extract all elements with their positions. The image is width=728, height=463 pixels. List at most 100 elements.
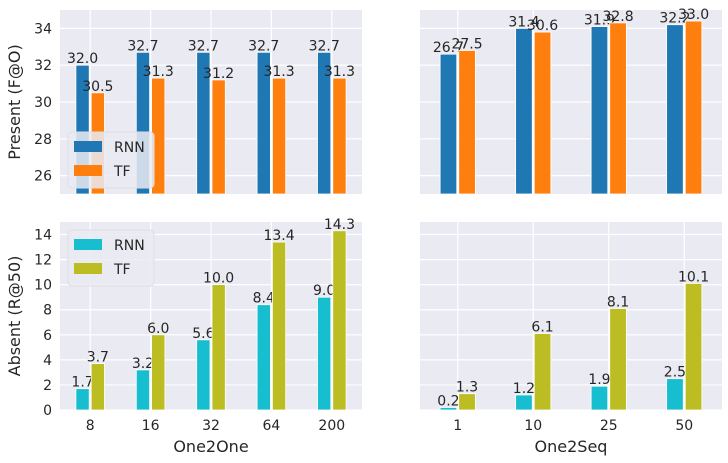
- bar-tf: [211, 284, 226, 411]
- y-tick-label: 14: [34, 228, 52, 244]
- y-tick-label: 4: [43, 353, 52, 369]
- x-axis-label: One2Seq: [535, 437, 608, 456]
- data-label: 27.5: [451, 36, 482, 52]
- bar-tf: [684, 20, 703, 195]
- data-label: 5.6: [192, 326, 214, 342]
- data-label: 32.7: [309, 38, 340, 54]
- bar-tf: [533, 333, 552, 411]
- data-label: 3.7: [87, 350, 109, 366]
- bar-rnn: [317, 296, 332, 411]
- x-tick-label: 16: [142, 418, 160, 434]
- legend-entry: RNN: [114, 238, 145, 254]
- data-label: 32.2: [659, 11, 690, 27]
- bar-rnn: [196, 339, 211, 411]
- data-label: 32.0: [67, 51, 98, 67]
- bar-tf: [90, 363, 105, 411]
- data-label: 10.0: [203, 271, 234, 287]
- data-label: 9.0: [313, 283, 335, 299]
- bar-rnn: [590, 385, 609, 411]
- y-tick-label: 28: [34, 132, 52, 148]
- data-label: 3.2: [132, 356, 154, 372]
- x-tick-label: 200: [318, 418, 345, 434]
- data-label: 32.7: [248, 38, 279, 54]
- bar-tf: [332, 77, 347, 195]
- x-tick-label: 10: [524, 418, 542, 434]
- data-label: 10.1: [678, 269, 709, 285]
- y-tick-label: 12: [34, 253, 52, 269]
- data-label: 8.1: [607, 294, 629, 310]
- data-label: 31.4: [508, 14, 539, 30]
- bar-rnn: [590, 26, 609, 195]
- x-tick-label: 32: [202, 418, 220, 434]
- y-tick-label: 26: [34, 169, 52, 185]
- bar-rnn: [75, 388, 90, 411]
- bar-tf: [151, 334, 166, 411]
- bar-rnn: [317, 51, 332, 195]
- bar-tf: [609, 22, 627, 195]
- data-label: 30.6: [527, 18, 558, 34]
- bar-tf: [533, 31, 552, 195]
- data-label: 32.7: [127, 38, 158, 54]
- x-tick-label: 50: [675, 418, 693, 434]
- bar-rnn: [439, 53, 458, 195]
- data-label: 31.2: [203, 66, 234, 82]
- bar-rnn: [666, 24, 684, 195]
- panel-top-right: 26.7 31.4 31.9 32.2 27.5 30.6 32.8 33.0: [420, 7, 722, 195]
- panel-bottom-left: 0 2 4 6 8 10 12 14 1.7 3.2 5.6 8.4 9.0 3.7 6.0 10.0 13.4…: [5, 217, 362, 456]
- data-label: 31.3: [143, 64, 174, 80]
- bar-rnn: [256, 51, 271, 195]
- data-label: 32.8: [602, 9, 633, 25]
- data-label: 6.0: [147, 321, 169, 337]
- data-label: 1.3: [456, 380, 478, 396]
- data-label: 30.5: [82, 79, 113, 95]
- x-tick-label: 25: [600, 418, 618, 434]
- data-label: 13.4: [263, 228, 294, 244]
- bar-rnn: [666, 378, 684, 411]
- legend-swatch: [74, 141, 102, 152]
- panel-bottom-right: 0.2 1.2 1.9 2.5 1.3 6.1 8.1 10.1 1 10 25 50 One2Seq: [420, 222, 722, 456]
- data-label: 31.3: [263, 64, 294, 80]
- y-axis-label: Present (F@O): [5, 44, 24, 159]
- bar-rnn: [135, 369, 150, 411]
- bar-rnn: [515, 27, 533, 195]
- bar-rnn: [256, 304, 271, 411]
- legend-swatch: [74, 239, 102, 250]
- bar-tf: [458, 393, 476, 411]
- bar-tf: [211, 79, 226, 195]
- y-tick-label: 8: [43, 303, 52, 319]
- data-label: 8.4: [253, 291, 275, 307]
- data-label: 26.7: [433, 40, 464, 56]
- data-label: 1.2: [513, 381, 535, 397]
- legend: RNN TF: [67, 229, 155, 287]
- data-label: 0.2: [437, 393, 459, 409]
- data-label: 32.7: [188, 38, 219, 54]
- bar-rnn: [196, 51, 211, 195]
- bar-rnn: [439, 407, 458, 411]
- data-label: 33.0: [678, 7, 709, 23]
- x-tick-label: 64: [262, 418, 280, 434]
- data-label: 31.9: [584, 13, 615, 29]
- data-label: 2.5: [664, 365, 686, 381]
- bar-tf: [609, 308, 627, 411]
- data-label: 6.1: [531, 320, 553, 336]
- y-tick-label: 0: [43, 403, 52, 419]
- bar-rnn: [515, 394, 533, 411]
- y-tick-label: 10: [34, 278, 52, 294]
- legend-entry: TF: [113, 262, 131, 278]
- legend-swatch: [74, 263, 102, 274]
- x-axis-label: One2One: [173, 437, 248, 456]
- legend: RNN TF: [67, 131, 155, 189]
- bar-tf: [458, 50, 476, 195]
- y-tick-label: 2: [43, 378, 52, 394]
- bar-tf: [271, 241, 287, 411]
- data-label: 1.7: [71, 375, 93, 391]
- y-tick-label: 32: [34, 58, 52, 74]
- panel-top-left: 26 28 30 32 34 32.0 32.7 32.7 32.7 32.7 30.5 31.3 31…: [5, 10, 362, 195]
- data-label: 1.9: [588, 372, 610, 388]
- y-tick-label: 6: [43, 328, 52, 344]
- y-tick-label: 34: [34, 21, 52, 37]
- bar-tf: [684, 283, 703, 411]
- x-tick-label: 1: [453, 418, 462, 434]
- y-tick-label: 30: [34, 95, 52, 111]
